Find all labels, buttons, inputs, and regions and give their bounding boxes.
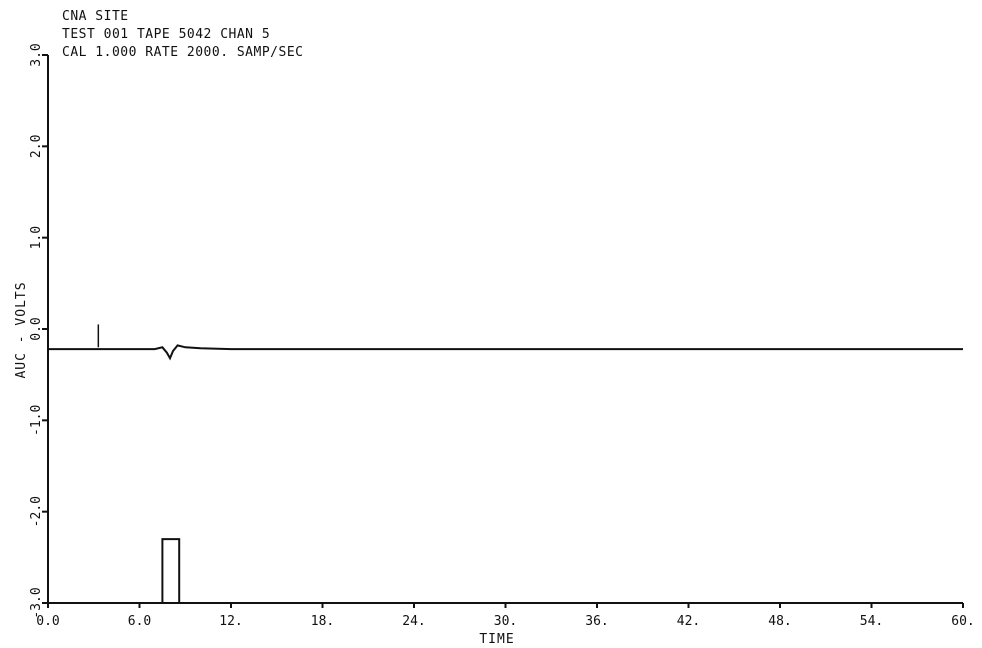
y-tick-label: -2.0 [29, 496, 44, 527]
x-ticks: 0.0 6.0 12. 18. 24. 30. 36. 42. 48. 54. 60. [36, 603, 975, 629]
x-tick-label: 36. [585, 614, 608, 629]
header-line-2: TEST 001 TAPE 5042 CHAN 5 [62, 27, 270, 42]
plot-marks [48, 324, 963, 603]
x-tick-label: 48. [768, 614, 791, 629]
timing-pulse [161, 538, 181, 603]
x-tick-label: 24. [402, 614, 425, 629]
x-tick-label: 0.0 [36, 614, 59, 629]
y-tick-label: 0.0 [29, 317, 44, 340]
y-tick-label: 3.0 [29, 43, 44, 66]
x-axis-label: TIME [479, 632, 514, 647]
x-tick-label: 12. [219, 614, 242, 629]
header-line-1: CNA SITE [62, 9, 129, 24]
x-tick-label: 60. [951, 614, 974, 629]
x-tick-label: 18. [311, 614, 334, 629]
y-tick-label: 1.0 [29, 226, 44, 249]
y-ticks: -3.0 -2.0 -1.0 0.0 1.0 2.0 3.0 [29, 43, 48, 619]
y-axis-label: AUC - VOLTS [14, 281, 29, 378]
y-tick-label: -1.0 [29, 405, 44, 436]
x-tick-label: 42. [677, 614, 700, 629]
header-line-3: CAL 1.000 RATE 2000. SAMP/SEC [62, 45, 303, 60]
y-tick-label: -3.0 [29, 587, 44, 618]
x-tick-label: 30. [494, 614, 517, 629]
y-tick-label: 2.0 [29, 135, 44, 158]
signal-trace [48, 344, 963, 361]
x-tick-label: 54. [860, 614, 883, 629]
x-tick-label: 6.0 [128, 614, 151, 629]
